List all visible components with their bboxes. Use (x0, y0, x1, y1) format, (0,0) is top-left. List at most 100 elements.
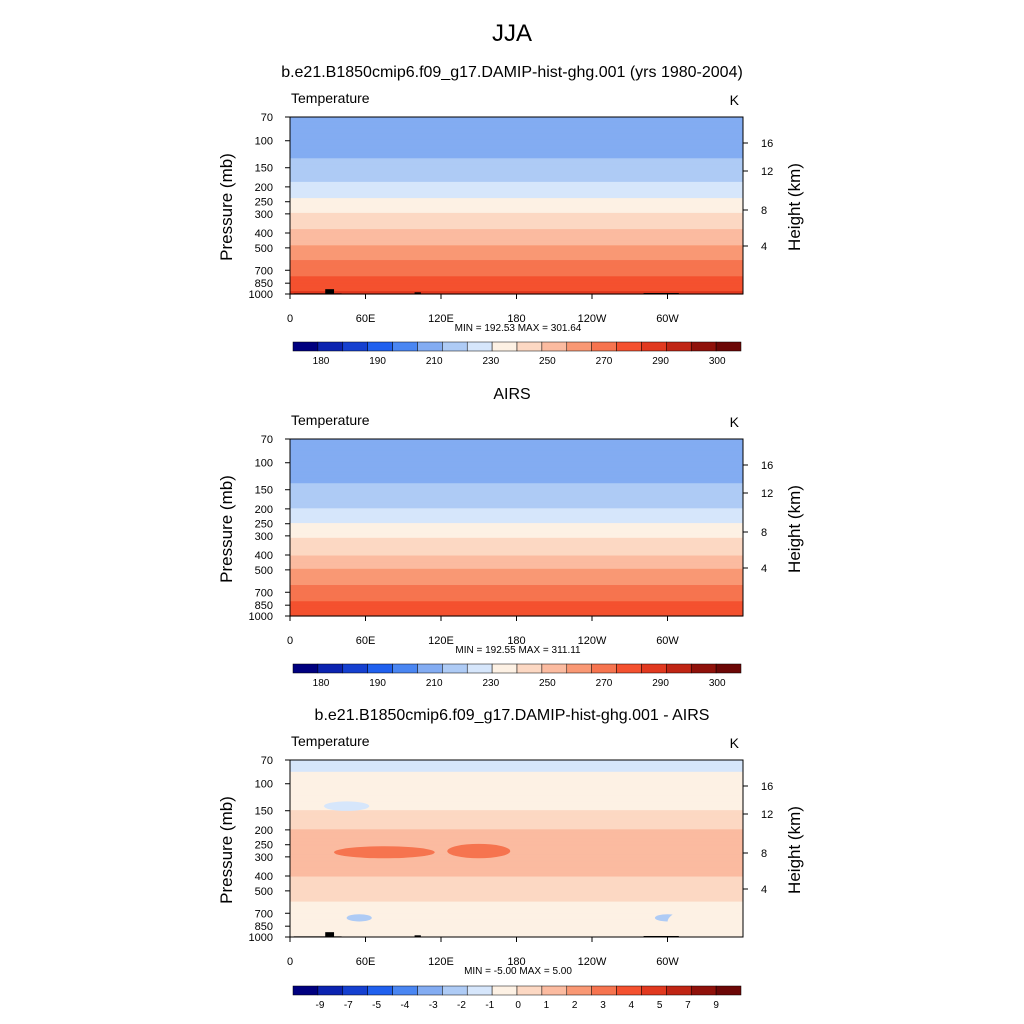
contour-band (290, 801, 743, 804)
contour-band (290, 804, 743, 807)
xtick-label: 120W (578, 635, 607, 647)
contour-band (290, 810, 743, 813)
contour-band (290, 908, 743, 912)
xtick-label: 180 (507, 635, 525, 647)
xtick-label: 0 (287, 635, 293, 647)
contour-band (290, 243, 743, 246)
ytick-label: 400 (255, 228, 273, 240)
contour-band (290, 832, 743, 835)
contour-band (290, 770, 743, 773)
ytick-label: 500 (255, 565, 273, 577)
contour-band (290, 879, 743, 882)
contour-band (290, 273, 743, 276)
contour-band (290, 835, 743, 838)
contour-band (290, 230, 743, 233)
contour-band (290, 499, 743, 502)
contour-band (290, 855, 743, 858)
colorbar-swatch (516, 985, 543, 996)
colorbar-swatch (466, 985, 493, 996)
contour-band (290, 140, 743, 143)
contour-band (290, 827, 743, 830)
colorbar-label: -9 (316, 1000, 325, 1011)
ytick-label: 700 (255, 908, 273, 920)
xtick-label: 60E (356, 956, 376, 968)
contour-band (290, 232, 743, 235)
ytick-label: 1000 (249, 932, 273, 944)
contour-band (290, 585, 743, 588)
colorbar-label: 5 (657, 1000, 663, 1011)
contour-band (290, 808, 743, 811)
contour-band (290, 227, 743, 230)
ytick-right-label: 8 (761, 527, 767, 539)
colorbar-label: -7 (344, 1000, 353, 1011)
land-mask (414, 292, 421, 294)
ytick-label: 850 (255, 600, 273, 612)
colorbar-swatch (690, 341, 717, 352)
panel-title-airs: AIRS (493, 386, 531, 403)
ytick-label: 1000 (249, 289, 273, 301)
contour-band (290, 263, 743, 266)
contour-band (290, 878, 743, 881)
colorbar-label: -4 (400, 1000, 409, 1011)
field-label: Temperature (291, 412, 370, 428)
contour-band (290, 573, 743, 576)
contour-band (290, 558, 743, 561)
contour-band (290, 574, 743, 577)
contour-band (290, 143, 743, 146)
ytick-right-label: 12 (761, 488, 773, 500)
xtick-label: 120E (428, 313, 454, 325)
contour-band (290, 121, 743, 124)
contour-band (290, 872, 743, 875)
contour-band (290, 165, 743, 168)
contour-band (290, 441, 743, 445)
contour-band (290, 455, 743, 458)
colorbar-label: 190 (369, 678, 386, 689)
colorbar-swatch (392, 663, 418, 674)
colorbar-swatch (367, 985, 393, 996)
contour-band (290, 450, 743, 453)
xtick-label: 60E (356, 313, 376, 325)
contour-band (290, 221, 743, 224)
contour-band (290, 577, 743, 580)
colorbar-swatch (442, 663, 468, 674)
contour-band (290, 839, 743, 842)
contour-band (290, 184, 743, 187)
contour-band (290, 913, 743, 916)
colorbar-swatch (690, 663, 717, 674)
colorbar-swatch (516, 341, 543, 352)
contour-band (290, 223, 743, 226)
contour-band (290, 517, 743, 520)
contour-band (290, 587, 743, 591)
contour-band (290, 824, 743, 827)
contour-band (290, 852, 743, 855)
contour-band (290, 139, 743, 142)
colorbar-swatch (715, 663, 742, 674)
xtick-label: 60W (656, 635, 679, 647)
contour-band (290, 604, 743, 607)
colorbar-swatch (367, 663, 393, 674)
contour-band (290, 847, 743, 850)
contour-band (290, 554, 743, 557)
colorbar-swatch (541, 341, 568, 352)
contour-band (290, 926, 743, 929)
colorbar-label: 1 (544, 1000, 550, 1011)
contour-band (290, 907, 743, 910)
contour-band (290, 464, 743, 467)
colorbar-swatch (715, 985, 742, 996)
contour-band (290, 562, 743, 565)
contour-band (290, 929, 743, 932)
ytick-label: 250 (255, 197, 273, 209)
contour-band (290, 444, 743, 447)
xtick-label: 120W (578, 313, 607, 325)
ytick-label: 100 (255, 136, 273, 148)
ytick-label: 150 (255, 163, 273, 175)
contour-band (290, 886, 743, 889)
contour-band (290, 889, 743, 892)
contour-band (290, 789, 743, 792)
contour-band (290, 443, 743, 446)
contour-band (290, 201, 743, 204)
contour-band (290, 469, 743, 473)
contour-band (290, 480, 743, 483)
contour-band (290, 571, 743, 574)
